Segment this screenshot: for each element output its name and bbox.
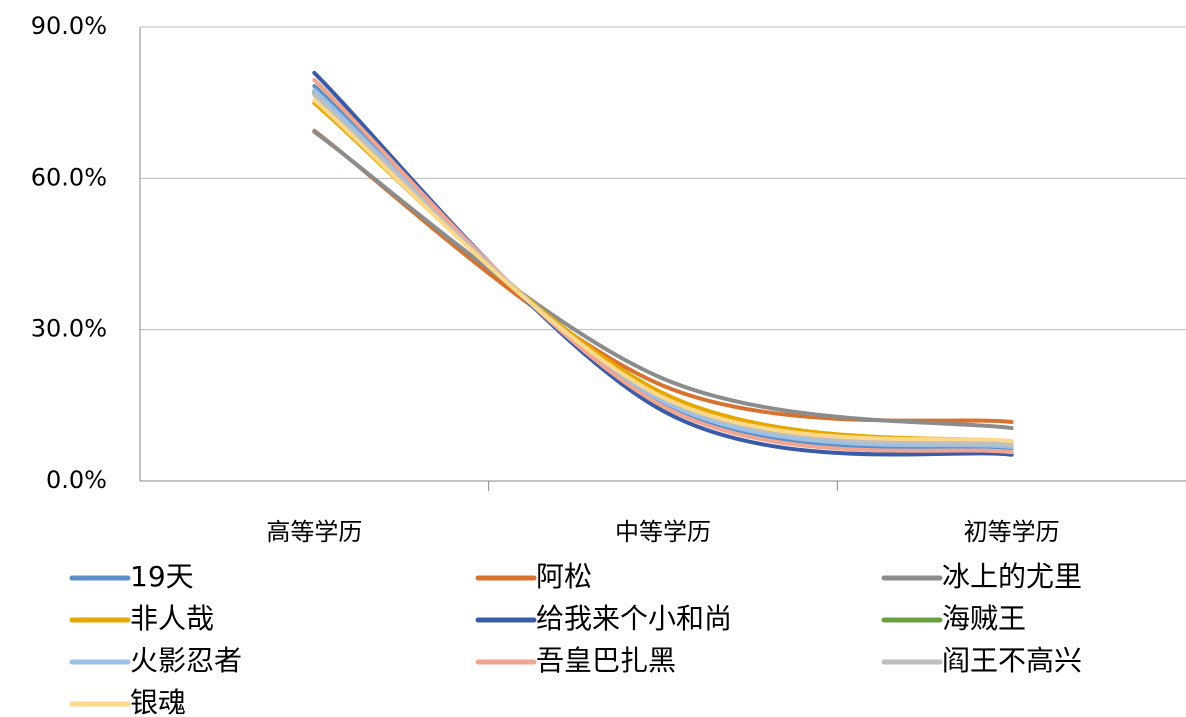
series-line xyxy=(312,101,1014,445)
y-tick-label: 30.0% xyxy=(31,315,107,343)
legend-label: 阿松 xyxy=(536,560,592,593)
legend-label: 银魂 xyxy=(130,686,186,717)
legend-label: 非人哉 xyxy=(130,602,214,635)
x-tick-label: 中等学历 xyxy=(615,518,711,546)
series-line xyxy=(312,129,1014,431)
series-line xyxy=(312,88,1014,450)
legend-label: 吾皇巴扎黑 xyxy=(536,644,676,677)
x-tick-label: 高等学历 xyxy=(266,518,362,546)
series-line xyxy=(312,98,1014,444)
y-tick-label: 0.0% xyxy=(46,466,107,494)
series-line xyxy=(312,70,1014,457)
x-tick-label: 初等学历 xyxy=(964,518,1060,546)
y-tick-label: 60.0% xyxy=(31,163,107,191)
series-line xyxy=(312,77,1014,455)
legend-label: 19天 xyxy=(130,560,194,593)
legend-label: 阎王不高兴 xyxy=(942,644,1082,677)
legend-label: 给我来个小和尚 xyxy=(536,602,732,635)
legend-label: 冰上的尤里 xyxy=(942,560,1082,593)
legend-label: 海贼王 xyxy=(942,602,1026,635)
legend-label: 火影忍者 xyxy=(130,644,242,677)
y-tick-label: 90.0% xyxy=(31,12,107,40)
